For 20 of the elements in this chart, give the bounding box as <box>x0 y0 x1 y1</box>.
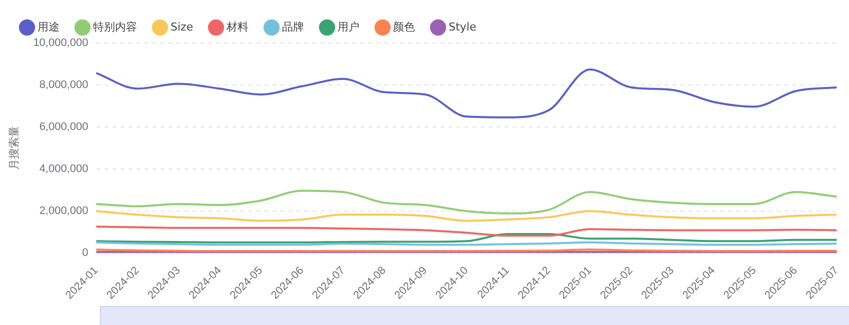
y-tick-label: 0 <box>82 247 88 260</box>
y-tick-label: 10,000,000 <box>33 37 88 50</box>
legend-label: 特别内容 <box>93 20 137 34</box>
legend-label: 用户 <box>338 20 360 34</box>
legend-label: Size <box>170 20 194 34</box>
y-tick-label: 4,000,000 <box>39 163 88 176</box>
legend-label: 用途 <box>38 20 60 34</box>
legend-label: 材料 <box>226 20 249 34</box>
line-series <box>95 190 838 214</box>
y-tick-label: 8,000,000 <box>39 79 88 92</box>
line-series <box>95 68 838 118</box>
y-axis-title: 月搜索量 <box>8 126 21 170</box>
line-series <box>95 226 838 237</box>
legend-label: Style <box>448 20 476 34</box>
y-tick-label: 2,000,000 <box>39 205 88 218</box>
legend-label: 颜色 <box>393 20 416 34</box>
line-series <box>95 233 838 244</box>
line-series <box>95 210 838 222</box>
y-tick-label: 6,000,000 <box>39 121 88 134</box>
legend-label: 品牌 <box>282 20 304 34</box>
